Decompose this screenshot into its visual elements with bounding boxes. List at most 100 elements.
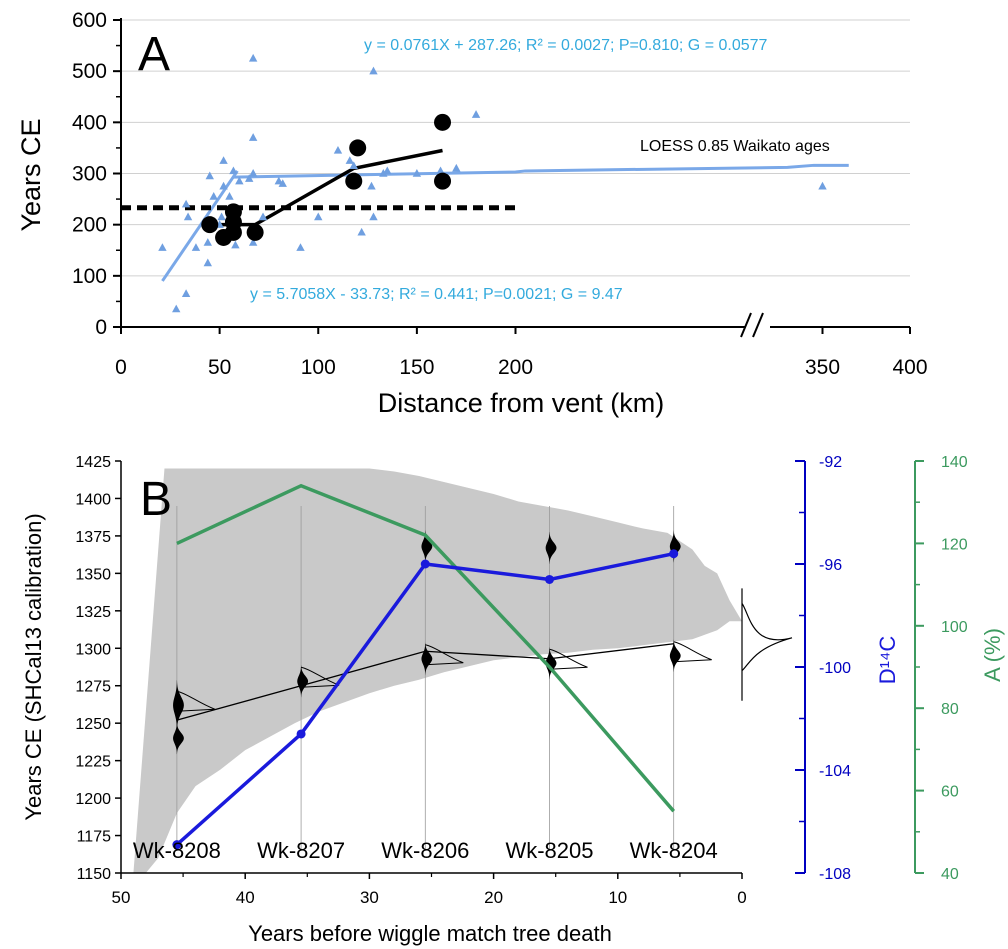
x-tick-label: 40	[236, 888, 255, 907]
a-tick-label: 60	[941, 784, 959, 801]
posterior-distribution	[173, 722, 184, 755]
panel-a-loess-label: LOESS 0.85 Waikato ages	[640, 138, 830, 155]
triangle-point	[296, 243, 305, 251]
panel-b-y-axis-title: Years CE (SHCal13 calibration)	[21, 513, 46, 820]
x-tick-label: 400	[892, 356, 927, 379]
calibration-envelope	[133, 468, 743, 873]
panel-a-y-axis-title: Years CE	[16, 118, 46, 231]
triangle-point	[357, 227, 366, 236]
triangle-point	[225, 192, 234, 200]
triangle-point	[258, 212, 268, 221]
x-tick-label: 50	[112, 888, 131, 907]
sample-label: Wk-8204	[630, 838, 718, 863]
triangle-point	[471, 110, 481, 118]
x-tick-label: 100	[301, 356, 336, 379]
a-tick-label: 140	[941, 454, 968, 471]
d14c-point	[544, 574, 554, 584]
posterior-distribution	[545, 531, 557, 564]
panel-a-upper-equation: y = 0.0761X + 287.26; R² = 0.0027; P=0.8…	[364, 37, 768, 54]
posterior-distribution	[173, 680, 184, 731]
panel-a-letter: A	[138, 28, 170, 81]
a-tick-label: 40	[941, 866, 959, 883]
y-tick-label: 400	[72, 111, 107, 134]
axis-break-mark	[740, 312, 752, 338]
waikato-age-point	[434, 113, 452, 131]
triangle-point	[229, 166, 238, 175]
triangle-point	[181, 199, 191, 208]
triangle-point	[191, 243, 201, 251]
triangle-point	[248, 238, 258, 246]
triangle-point	[235, 176, 244, 185]
triangle-point	[219, 156, 228, 164]
panel-b-a-axis-title: A (%)	[980, 628, 1005, 682]
triangle-point	[205, 171, 214, 180]
y-tick-label: 1250	[75, 716, 111, 733]
triangle-point	[349, 161, 358, 170]
triangle-point	[383, 166, 392, 175]
triangle-point	[436, 166, 445, 175]
x-tick-label: 0	[737, 888, 746, 907]
d14c-tick-label: -96	[819, 557, 842, 574]
y-tick-label: 1200	[75, 791, 111, 808]
posterior-distribution	[297, 665, 309, 698]
x-tick-label: 350	[805, 356, 840, 379]
triangle-point	[278, 179, 287, 187]
waikato-age-point	[434, 172, 452, 190]
triangle-point	[412, 169, 422, 177]
panel-b-tick-labels: 1150117512001225125012751300132513501375…	[75, 454, 967, 907]
prior-distribution	[549, 648, 588, 670]
y-tick-label: 300	[72, 163, 107, 186]
waikato-age-point	[349, 139, 367, 157]
x-tick-label: 20	[484, 888, 503, 907]
panel-a-tick-labels: 0 100 200 300 400 500 600 0 50 100 150 200 350 400	[72, 9, 928, 379]
y-tick-label: 1300	[75, 641, 111, 658]
d14c-tick-label: -92	[819, 454, 842, 471]
triangle-point	[369, 212, 378, 221]
triangle-point	[181, 289, 191, 297]
panel-b-axes	[115, 460, 924, 879]
panel-b-lines	[172, 483, 679, 850]
triangle-point	[369, 66, 378, 75]
y-tick-label: 500	[72, 60, 107, 83]
triangle-point	[274, 176, 283, 185]
posterior-distribution	[421, 530, 433, 563]
prior-distribution	[673, 641, 712, 663]
triangle-point	[345, 156, 355, 164]
triangle-point	[231, 240, 240, 249]
tree-death-distribution	[741, 588, 793, 701]
y-tick-label: 1425	[75, 454, 111, 471]
d14c-tick-label: -104	[819, 763, 851, 780]
panel-a-points	[158, 53, 827, 313]
triangle-point	[367, 181, 376, 190]
triangle-point	[245, 174, 254, 182]
panel-b-probability-distributions	[173, 530, 793, 755]
triangle-point	[172, 304, 181, 313]
sample-label: Wk-8207	[257, 838, 345, 863]
d14c-point	[172, 840, 182, 850]
waikato-age-point	[224, 223, 242, 241]
panel-a-axes	[113, 18, 911, 338]
posterior-distribution	[421, 642, 433, 675]
triangle-point	[379, 169, 388, 177]
y-tick-label: 1375	[75, 529, 111, 546]
panel-b-uncertainty-band	[133, 468, 743, 873]
y-tick-label: 1350	[75, 566, 111, 583]
triangle-point	[333, 145, 343, 154]
y-tick-label: 100	[72, 265, 107, 288]
panel-b-sample-labels: Wk-8208 Wk-8207 Wk-8206 Wk-8205 Wk-8204	[133, 838, 718, 863]
y-tick-label: 600	[72, 9, 107, 32]
triangle-point	[248, 133, 258, 141]
x-tick-label: 10	[608, 888, 627, 907]
y-tick-label: 1325	[75, 604, 111, 621]
y-tick-label: 1175	[77, 829, 112, 846]
panel-b-letter: B	[140, 473, 172, 526]
triangle-point	[183, 212, 193, 221]
posterior-distribution	[545, 647, 557, 680]
regression-line	[233, 163, 849, 179]
d14c-tick-label: -100	[819, 660, 851, 677]
y-tick-label: 1225	[75, 754, 111, 771]
d14c-tick-label: -108	[819, 866, 851, 883]
triangle-point	[248, 169, 258, 177]
